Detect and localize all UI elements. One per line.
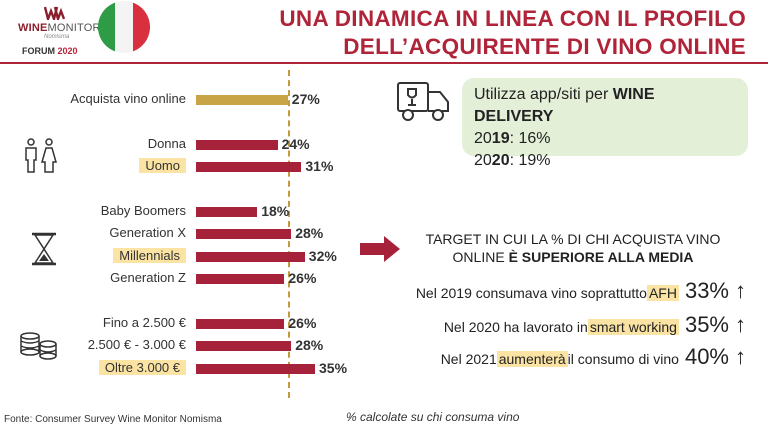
bar — [196, 229, 292, 239]
forum-label: FORUM 2020 — [22, 46, 78, 56]
up-arrow-icon: ↑ — [735, 312, 746, 337]
bar — [196, 341, 292, 351]
logo-name: WINEMONITOR — [18, 22, 101, 34]
stat-2021: Nel 2021 aumenterà il consumo di vino 40%… — [440, 344, 746, 369]
chart-note: % calcolate su chi consuma vino — [346, 410, 520, 424]
category-label: Fino a 2.500 € — [102, 315, 186, 330]
stat-percent: 35% — [684, 312, 729, 337]
hourglass-icon — [32, 232, 56, 266]
logo: WINEMONITOR Nomisma FORUM 2020 — [4, 2, 154, 62]
bar — [196, 207, 258, 217]
bar — [196, 274, 285, 284]
bar-value-label: 28% — [295, 337, 324, 353]
bar-value-label: 28% — [295, 225, 324, 241]
category-label: Oltre 3.000 € — [98, 360, 186, 375]
category-label: Uomo — [139, 158, 186, 173]
delivery-heading: Utilizza app/siti per WINE DELIVERY — [474, 86, 655, 125]
bar-value-label: 26% — [288, 315, 317, 331]
stat-percent: 40% — [684, 344, 729, 369]
up-arrow-icon: ↑ — [735, 344, 746, 369]
target-line-2: ONLINE È SUPERIORE ALLA MEDIA — [452, 249, 694, 265]
category-label: Millennials — [113, 248, 186, 263]
target-line-1: TARGET IN CUI LA % DI CHI ACQUISTA VINO — [425, 231, 721, 247]
bar-value-label: 31% — [305, 158, 334, 174]
category-label: Generation X — [109, 225, 186, 240]
stat-2019: Nel 2019 consumava vino soprattutto AFH 3… — [415, 278, 746, 303]
stat-highlight: smart working — [587, 319, 679, 335]
bar — [196, 140, 278, 150]
category-label: Baby Boomers — [100, 203, 186, 218]
category-label: 2.500 € - 3.000 € — [87, 337, 186, 352]
italian-flag-icon — [98, 1, 150, 53]
delivery-2019: 2019: 16% — [474, 130, 551, 147]
bar — [196, 252, 305, 262]
delivery-2020: 2020: 19% — [474, 152, 551, 169]
page-title: UNA DINAMICA IN LINEA CON IL PROFILO DEL… — [279, 5, 746, 61]
source-note: Fonte: Consumer Survey Wine Monitor Nomi… — [4, 414, 222, 425]
title-line-1: UNA DINAMICA IN LINEA CON IL PROFILO — [279, 6, 746, 31]
delivery-truck-icon — [397, 82, 449, 121]
stat-highlight: AFH — [646, 285, 679, 301]
people-icon — [25, 138, 57, 173]
bar-value-label: 32% — [308, 248, 337, 264]
title-line-2: DELL’ACQUIRENTE DI VINO ONLINE — [343, 34, 746, 59]
bar-value-label: 35% — [319, 360, 348, 376]
stat-2020: Nel 2020 ha lavorato in smart working 35%… — [443, 312, 746, 337]
coins-icon — [20, 332, 57, 360]
bar-value-label: 26% — [288, 270, 317, 286]
bar-value-label: 18% — [261, 203, 290, 219]
bar-value-label: 27% — [291, 91, 320, 107]
bar — [196, 95, 288, 105]
category-label: Generation Z — [110, 270, 186, 285]
up-arrow-icon: ↑ — [735, 278, 746, 303]
stat-highlight: aumenterà — [496, 351, 568, 367]
logo-mark-icon — [44, 6, 66, 20]
category-label: Donna — [147, 136, 186, 151]
bar-value-label: 24% — [281, 136, 310, 152]
bar-chart: Acquista vino online 27% Donna 24% Uomo 31% Ba… — [0, 70, 380, 398]
logo-subtitle: Nomisma — [44, 34, 70, 40]
bar — [196, 319, 285, 329]
right-arrow-icon — [360, 236, 400, 262]
wine-delivery-box: Utilizza app/siti per WINE DELIVERY 2019… — [462, 78, 748, 169]
title-rule — [0, 62, 768, 64]
target-text: TARGET IN CUI LA % DI CHI ACQUISTA VINO … — [408, 230, 738, 266]
category-label: Acquista vino online — [70, 91, 186, 106]
bar — [196, 162, 302, 172]
stat-percent: 33% — [684, 278, 729, 303]
bar — [196, 364, 315, 374]
